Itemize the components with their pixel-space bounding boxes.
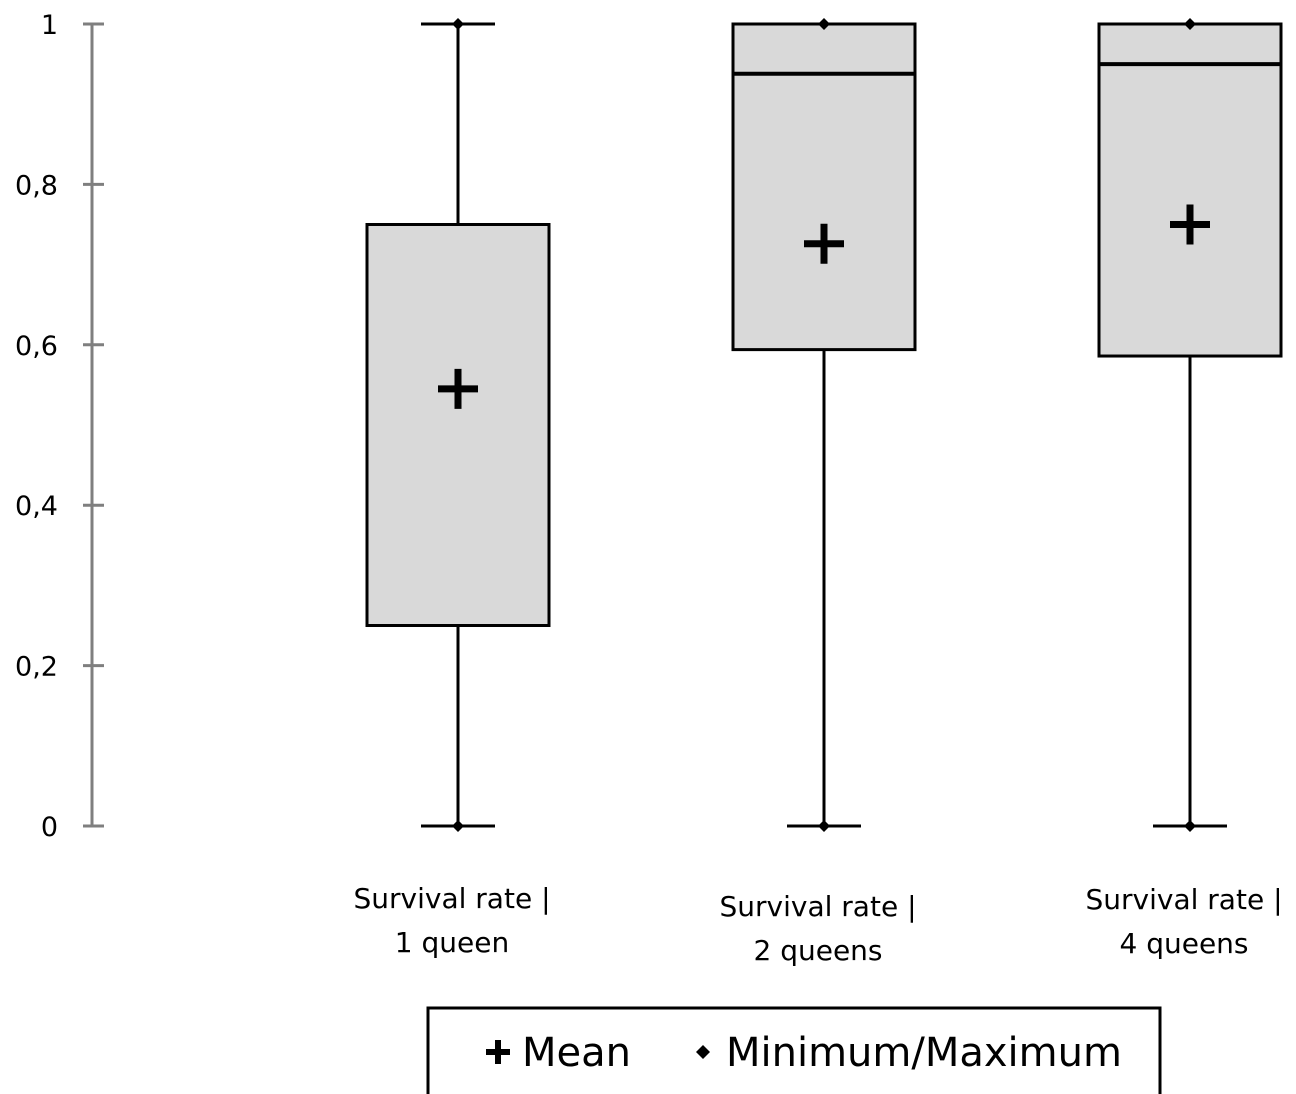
legend: Mean Minimum/Maximum — [426, 1006, 1162, 1094]
min-marker — [818, 820, 830, 832]
legend-mean-plus-icon — [486, 1040, 510, 1064]
x-category-label-line1: Survival rate | — [720, 890, 917, 923]
min-marker — [452, 820, 464, 832]
max-marker — [818, 18, 830, 30]
y-tick-label: 0,8 — [15, 170, 58, 201]
legend-frame — [426, 1006, 1162, 1094]
x-category-labels: Survival rate | 1 queen Survival rate | 2 q… — [354, 882, 1283, 967]
interquartile-box — [1097, 22, 1283, 358]
interquartile-box — [365, 223, 551, 627]
box-group — [1097, 18, 1283, 832]
mean-marker — [438, 368, 478, 409]
mean-marker — [1170, 204, 1210, 245]
x-category-label-line1: Survival rate | — [1086, 883, 1283, 916]
y-axis: 0 0,2 0,4 0,6 0,8 1 — [15, 10, 104, 843]
interquartile-box — [731, 22, 917, 352]
min-marker — [1184, 820, 1196, 832]
y-tick-label: 0,4 — [15, 491, 58, 522]
x-category-label-line2: 2 queens — [753, 934, 882, 967]
box-group — [731, 18, 917, 832]
legend-min-max-diamond-icon — [696, 1045, 710, 1059]
y-tick-label: 0 — [41, 812, 58, 843]
box-group — [365, 18, 551, 832]
legend-label-mean: Mean — [522, 1030, 631, 1076]
y-tick-label: 0,6 — [15, 331, 58, 362]
x-category-label-line1: Survival rate | — [354, 882, 551, 915]
max-marker — [452, 18, 464, 30]
mean-marker — [804, 223, 844, 264]
max-marker — [1184, 18, 1196, 30]
y-tick-label: 0,2 — [15, 652, 58, 683]
x-category-label-line2: 4 queens — [1119, 927, 1248, 960]
y-tick-label: 1 — [41, 10, 58, 41]
box-series — [365, 18, 1283, 832]
x-category-label-line2: 1 queen — [395, 926, 509, 959]
legend-label-min-max: Minimum/Maximum — [726, 1030, 1122, 1076]
